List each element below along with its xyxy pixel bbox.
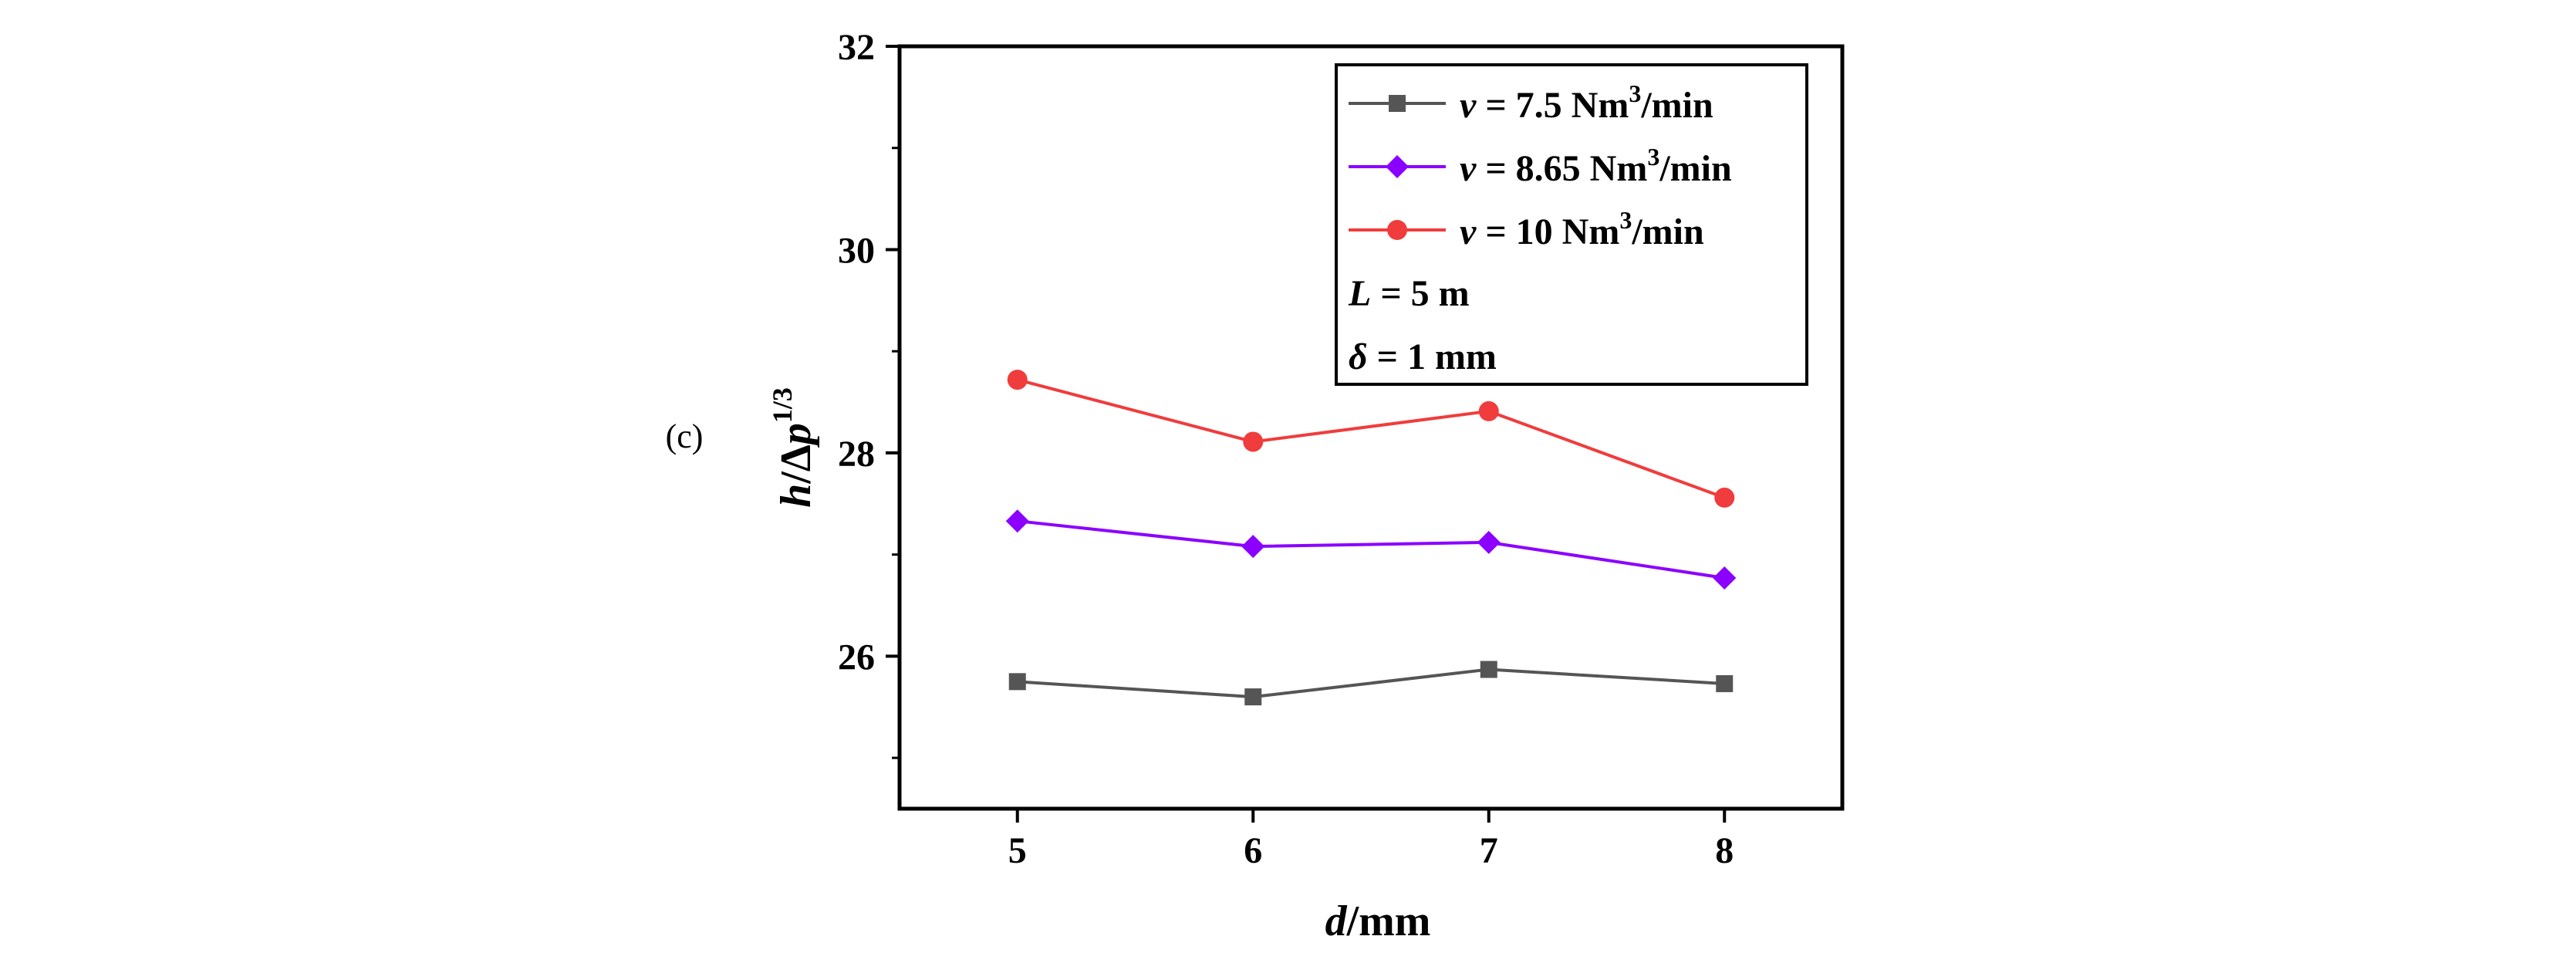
legend-sup-1: 3 [1629, 79, 1641, 107]
legend-eq-3: = 10 Nm [1476, 211, 1619, 252]
annotation-text-L: = 5 m [1371, 273, 1469, 314]
data-point-circle [1478, 400, 1499, 421]
legend-label-series-2: v = 8.65 Nm3/min [1460, 143, 1732, 189]
legend: v = 7.5 Nm3/min v = 8.65 Nm3/min v = 10 … [1335, 63, 1808, 386]
annotation-text-delta: = 1 mm [1368, 336, 1497, 377]
legend-sup-2: 3 [1647, 143, 1659, 171]
panel-label: (c) [666, 417, 704, 455]
legend-var-2: v [1460, 148, 1477, 189]
series-1 [1008, 661, 1734, 706]
data-point-circle [1007, 370, 1028, 390]
series-2 [1005, 509, 1737, 590]
x-axis-title-d: d [1325, 897, 1348, 945]
legend-annotation-length: L = 5 m [1348, 273, 1470, 314]
legend-marker-diamond [1386, 155, 1409, 178]
legend-label-series-3: v = 10 Nm3/min [1460, 206, 1704, 252]
legend-entry-series-3: v = 10 Nm3/min [1349, 206, 1704, 252]
legend-eq-2: = 8.65 Nm [1476, 148, 1647, 189]
x-tick-label: 5 [1008, 830, 1027, 871]
data-point-square [1244, 688, 1262, 706]
annotation-var-delta: δ [1349, 336, 1368, 377]
y-tick-label: 32 [838, 27, 875, 68]
legend-entry-series-2: v = 8.65 Nm3/min [1349, 143, 1732, 189]
x-axis-title-unit: /mm [1346, 897, 1431, 945]
legend-marker-square [1389, 95, 1406, 112]
series-3 [1007, 370, 1735, 508]
data-point-diamond [1241, 535, 1265, 559]
data-point-diamond [1477, 530, 1501, 554]
legend-unit-2: /min [1659, 148, 1731, 189]
legend-var-1: v [1460, 85, 1477, 126]
annotation-var-L: L [1348, 273, 1371, 314]
y-axis-title-delta: Δ [772, 444, 820, 471]
y-axis-title: h/Δp1/3 [767, 387, 820, 508]
x-tick-label: 7 [1480, 830, 1498, 871]
x-axis-title: d/mm [1325, 897, 1431, 945]
data-point-circle [1243, 431, 1264, 452]
data-point-diamond [1005, 509, 1029, 533]
y-axis-title-slash: / [772, 471, 820, 485]
legend-unit-1: /min [1640, 85, 1713, 126]
legend-var-3: v [1460, 211, 1477, 252]
y-tick-label: 26 [838, 637, 875, 678]
legend-entry-series-1: v = 7.5 Nm3/min [1349, 79, 1713, 126]
series-layer [1005, 370, 1737, 706]
y-tick-label: 28 [838, 434, 875, 475]
legend-unit-3: /min [1631, 211, 1703, 252]
series-line [1017, 667, 1725, 699]
y-axis-title-exponent: 1/3 [767, 387, 798, 423]
data-point-diamond [1713, 566, 1737, 590]
data-point-square [1716, 674, 1734, 692]
x-tick-label: 6 [1244, 830, 1262, 871]
plot-frame [897, 44, 1845, 811]
y-axis-title-p: p [772, 423, 820, 448]
legend-marker-circle [1387, 220, 1407, 240]
legend-label-series-1: v = 7.5 Nm3/min [1460, 79, 1713, 126]
data-point-square [1480, 661, 1497, 678]
axes-layer: 5 6 7 8 26 28 30 32 [838, 27, 1845, 871]
legend-annotation-delta: δ = 1 mm [1349, 336, 1497, 377]
series-line [1017, 519, 1725, 580]
y-tick-label: 30 [838, 230, 875, 271]
legend-box [1335, 63, 1808, 386]
legend-eq-1: = 7.5 Nm [1476, 85, 1629, 126]
data-point-circle [1714, 487, 1735, 508]
x-tick-label: 8 [1715, 830, 1734, 871]
y-axis-title-h: h [772, 484, 820, 508]
data-point-square [1008, 673, 1026, 691]
series-line [1017, 378, 1725, 499]
legend-sup-3: 3 [1619, 206, 1632, 234]
